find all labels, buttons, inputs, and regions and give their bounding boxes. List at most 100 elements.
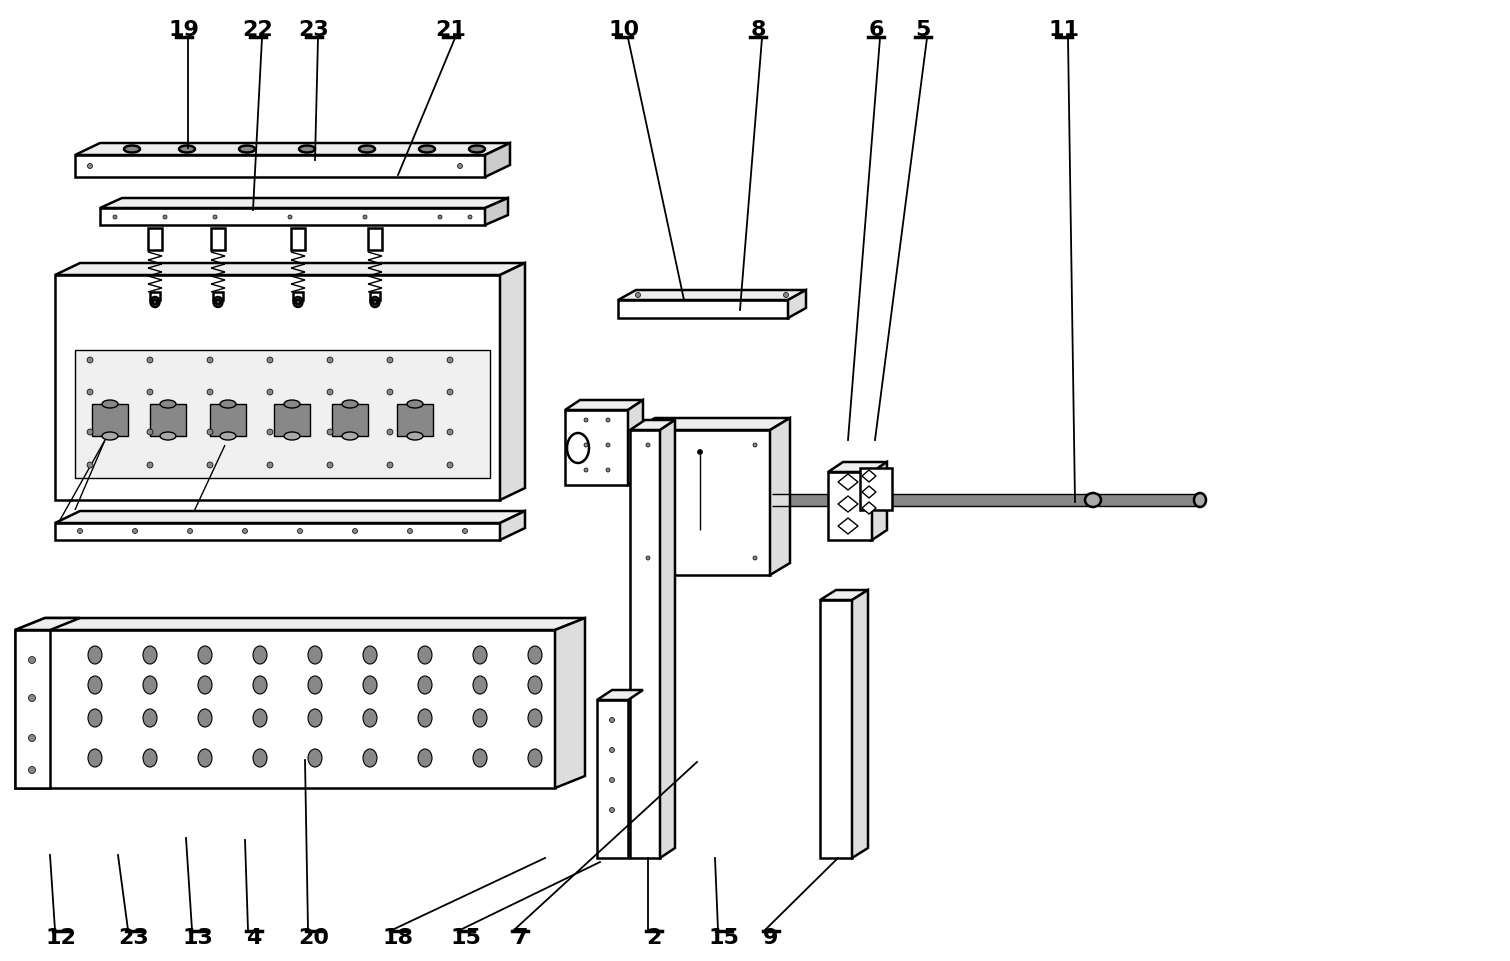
Text: 2: 2	[646, 928, 661, 948]
Polygon shape	[862, 502, 876, 514]
Ellipse shape	[29, 695, 36, 702]
Ellipse shape	[293, 297, 302, 307]
Ellipse shape	[146, 462, 153, 468]
Polygon shape	[273, 404, 310, 436]
Ellipse shape	[254, 646, 267, 664]
Polygon shape	[485, 198, 507, 225]
Polygon shape	[332, 404, 368, 436]
Polygon shape	[827, 462, 886, 472]
Ellipse shape	[213, 215, 217, 219]
Polygon shape	[838, 474, 858, 490]
Text: 10: 10	[609, 20, 640, 40]
Polygon shape	[54, 263, 525, 275]
Polygon shape	[15, 618, 80, 630]
Ellipse shape	[387, 429, 393, 435]
Polygon shape	[15, 630, 50, 788]
Ellipse shape	[584, 443, 587, 447]
Polygon shape	[500, 263, 525, 500]
Polygon shape	[628, 400, 643, 485]
Ellipse shape	[254, 749, 267, 767]
Ellipse shape	[447, 357, 453, 363]
Ellipse shape	[418, 709, 432, 727]
Polygon shape	[556, 618, 584, 788]
Ellipse shape	[213, 297, 222, 307]
Ellipse shape	[143, 749, 157, 767]
Polygon shape	[565, 410, 628, 485]
Ellipse shape	[254, 709, 267, 727]
Polygon shape	[100, 198, 507, 208]
Ellipse shape	[584, 468, 587, 472]
Ellipse shape	[646, 443, 649, 447]
Ellipse shape	[418, 749, 432, 767]
Ellipse shape	[308, 646, 322, 664]
Text: 23: 23	[119, 928, 149, 948]
Ellipse shape	[88, 749, 103, 767]
Ellipse shape	[88, 163, 92, 168]
Ellipse shape	[151, 297, 160, 307]
Ellipse shape	[528, 646, 542, 664]
Ellipse shape	[610, 777, 615, 782]
Ellipse shape	[88, 389, 94, 395]
Ellipse shape	[146, 429, 153, 435]
Ellipse shape	[220, 432, 236, 440]
Polygon shape	[820, 600, 852, 858]
Polygon shape	[293, 292, 304, 300]
Ellipse shape	[408, 432, 423, 440]
Ellipse shape	[473, 676, 488, 694]
Ellipse shape	[606, 443, 610, 447]
Ellipse shape	[207, 389, 213, 395]
Polygon shape	[15, 630, 556, 788]
Ellipse shape	[328, 429, 334, 435]
Polygon shape	[636, 418, 790, 430]
Ellipse shape	[143, 646, 157, 664]
Text: 6: 6	[868, 20, 883, 40]
Polygon shape	[210, 404, 246, 436]
Ellipse shape	[584, 418, 587, 422]
Ellipse shape	[387, 462, 393, 468]
Text: 23: 23	[299, 20, 329, 40]
Ellipse shape	[308, 709, 322, 727]
Ellipse shape	[113, 215, 116, 219]
Ellipse shape	[284, 400, 300, 408]
Ellipse shape	[698, 450, 702, 455]
Polygon shape	[596, 690, 643, 700]
Polygon shape	[213, 292, 223, 300]
Ellipse shape	[220, 400, 236, 408]
Text: 19: 19	[169, 20, 199, 40]
Ellipse shape	[88, 462, 94, 468]
Polygon shape	[370, 292, 381, 300]
Ellipse shape	[288, 215, 291, 219]
Ellipse shape	[352, 529, 358, 533]
Ellipse shape	[528, 709, 542, 727]
Polygon shape	[92, 404, 128, 436]
Ellipse shape	[359, 145, 374, 153]
Polygon shape	[596, 700, 628, 858]
Ellipse shape	[77, 529, 83, 533]
Ellipse shape	[473, 749, 488, 767]
Ellipse shape	[239, 145, 255, 153]
Polygon shape	[485, 143, 510, 177]
Ellipse shape	[143, 709, 157, 727]
Ellipse shape	[473, 646, 488, 664]
Ellipse shape	[33, 646, 47, 664]
Ellipse shape	[610, 718, 615, 723]
Ellipse shape	[88, 676, 103, 694]
Ellipse shape	[216, 300, 220, 305]
Ellipse shape	[88, 709, 103, 727]
Ellipse shape	[146, 389, 153, 395]
Ellipse shape	[362, 676, 378, 694]
Ellipse shape	[267, 462, 273, 468]
Polygon shape	[76, 143, 510, 155]
Ellipse shape	[198, 676, 211, 694]
Polygon shape	[291, 228, 305, 250]
Polygon shape	[211, 228, 225, 250]
Ellipse shape	[29, 767, 36, 774]
Ellipse shape	[180, 145, 195, 153]
Polygon shape	[630, 420, 675, 430]
Polygon shape	[618, 300, 788, 318]
Ellipse shape	[447, 429, 453, 435]
Ellipse shape	[341, 400, 358, 408]
Polygon shape	[500, 511, 525, 540]
Ellipse shape	[207, 462, 213, 468]
Polygon shape	[630, 430, 660, 858]
